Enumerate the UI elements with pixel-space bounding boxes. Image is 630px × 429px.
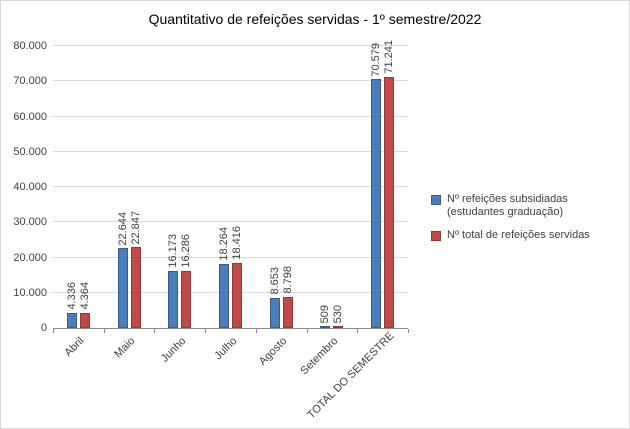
value-label: 4.364	[78, 282, 91, 310]
gridline	[53, 80, 408, 82]
x-tick-mark	[408, 329, 409, 333]
bar-series-2	[130, 247, 141, 328]
y-tick-label: 50.000	[13, 145, 47, 158]
legend-item-1: Nº refeições subsidiadas (estudantes gra…	[431, 193, 627, 219]
legend-label: Nº refeições subsidiadas (estudantes gra…	[447, 193, 568, 218]
value-label: 509	[319, 304, 332, 324]
bar-series-1	[168, 271, 179, 328]
value-label: 70.579	[370, 42, 383, 77]
bar-series-1	[269, 297, 280, 328]
bar-series-1	[66, 312, 77, 328]
bar-series-1	[219, 263, 229, 328]
bar-series-1	[320, 326, 331, 328]
value-label: 71.241	[383, 40, 396, 74]
value-label: 18.416	[231, 226, 243, 261]
legend-swatch-icon	[431, 231, 441, 241]
legend: Nº refeições subsidiadas (estudantes gra…	[431, 193, 627, 252]
gridline	[53, 291, 408, 293]
gridline	[53, 221, 408, 223]
y-tick-label: 40.000	[13, 181, 47, 193]
gridline	[53, 186, 408, 187]
x-tick-mark	[103, 329, 105, 333]
y-tick-label: 80.000	[13, 40, 47, 52]
value-label: 22.847	[129, 210, 142, 245]
bar-series-2	[384, 76, 395, 328]
x-tick-mark	[53, 329, 54, 333]
value-label: 8.653	[268, 266, 281, 295]
bar-series-2	[333, 326, 344, 328]
gridline	[53, 150, 408, 152]
y-tick-label: 0	[40, 322, 47, 334]
legend-label: Nº total de refeições servidas	[447, 229, 590, 241]
bar-series-1	[371, 79, 382, 328]
y-axis: 0 10.000 20.000 30.000 40.000 50.000 60.000 70.…	[1, 40, 47, 334]
x-category-label: Abril	[62, 335, 87, 360]
bar-series-2	[181, 270, 192, 328]
x-tick-mark	[205, 329, 207, 333]
gridline	[53, 256, 408, 258]
y-tick-label: 20.000	[13, 251, 47, 264]
x-tick-mark	[154, 329, 156, 333]
x-tick-mark	[357, 329, 359, 333]
bar-series-2	[232, 263, 242, 328]
plot-area: 4.336 22.644 16.173 18.264 8.653 509 70.579 4.3…	[53, 40, 408, 329]
value-label: 4.336	[65, 282, 78, 310]
gridline	[53, 45, 408, 46]
value-label: 8.798	[281, 266, 294, 294]
value-label: 16.286	[180, 233, 193, 268]
bar-series-2	[79, 312, 90, 328]
x-tick-mark	[255, 329, 257, 333]
value-label: 18.264	[218, 226, 230, 261]
x-tick-mark	[306, 329, 308, 333]
x-axis: Abril Maio Junho Julho Agosto Setembro TOTAL D…	[53, 329, 409, 421]
value-label: 530	[332, 304, 345, 324]
bar-series-1	[117, 248, 128, 328]
value-label: 22.644	[116, 211, 129, 246]
bar-series-2	[282, 297, 293, 328]
y-tick-label: 60.000	[13, 110, 47, 123]
y-tick-label: 10.000	[13, 286, 47, 299]
y-tick-label: 30.000	[13, 216, 47, 229]
y-tick-label: 70.000	[13, 75, 47, 88]
legend-item-2: Nº total de refeições servidas	[431, 229, 627, 242]
gridline	[53, 115, 408, 117]
legend-swatch-icon	[431, 195, 441, 205]
chart-title: Quantitativo de refeições servidas - 1º …	[148, 11, 482, 27]
value-label: 16.173	[167, 234, 180, 268]
